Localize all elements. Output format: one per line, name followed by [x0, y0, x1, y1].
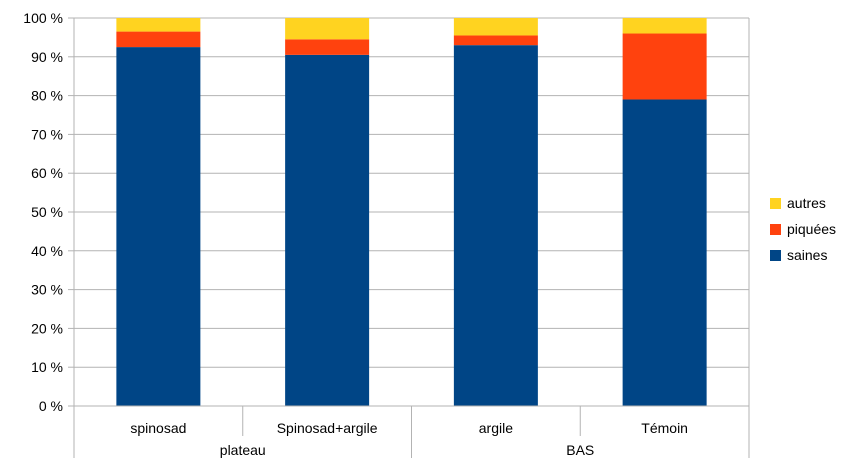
x-category-label: spinosad — [130, 420, 186, 436]
y-tick-label: 20 % — [31, 320, 63, 336]
bar-segment-piquées — [285, 39, 370, 55]
legend-swatch-saines — [770, 250, 781, 261]
legend-swatch-piquées — [770, 224, 781, 235]
y-tick-label: 0 % — [39, 398, 63, 414]
legend-swatch-autres — [770, 198, 781, 209]
y-tick-label: 40 % — [31, 243, 63, 259]
y-tick-label: 100 % — [23, 10, 63, 26]
bar-segment-autres — [622, 18, 707, 34]
y-tick-label: 30 % — [31, 282, 63, 298]
y-tick-label: 70 % — [31, 126, 63, 142]
bar-segment-autres — [285, 18, 370, 40]
y-tick-label: 50 % — [31, 204, 63, 220]
legend-label: saines — [787, 247, 827, 263]
y-axis-ticks: 0 % 10 % 20 % 30 % 40 % 50 % 60 % 70 % 80 % 90 % 1… — [23, 10, 74, 414]
bar-segment-saines — [453, 45, 538, 406]
bar-segment-piquées — [453, 35, 538, 46]
bar-segment-piquées — [116, 31, 201, 48]
x-group-label: BAS — [566, 442, 594, 458]
y-tick-label: 10 % — [31, 359, 63, 375]
y-tick-label: 60 % — [31, 165, 63, 181]
bar-segment-saines — [285, 54, 370, 407]
x-group-label: plateau — [220, 442, 266, 458]
y-tick-label: 80 % — [31, 88, 63, 104]
x-category-label: Spinosad+argile — [277, 420, 378, 436]
x-axis-labels: spinosad Spinosad+argile argile Témoin plate… — [130, 420, 688, 458]
axes — [73, 18, 750, 458]
legend-label: piquées — [787, 221, 836, 237]
x-category-label: Témoin — [641, 420, 688, 436]
bar-segment-autres — [116, 18, 201, 32]
legend: autres piquées saines — [770, 195, 836, 263]
legend-label: autres — [787, 195, 826, 211]
bar-segment-autres — [453, 18, 538, 36]
bar-segment-saines — [116, 47, 201, 406]
bars — [116, 18, 707, 407]
bar-segment-piquées — [622, 33, 707, 100]
bar-segment-saines — [622, 99, 707, 406]
y-tick-label: 90 % — [31, 49, 63, 65]
x-category-label: argile — [479, 420, 513, 436]
